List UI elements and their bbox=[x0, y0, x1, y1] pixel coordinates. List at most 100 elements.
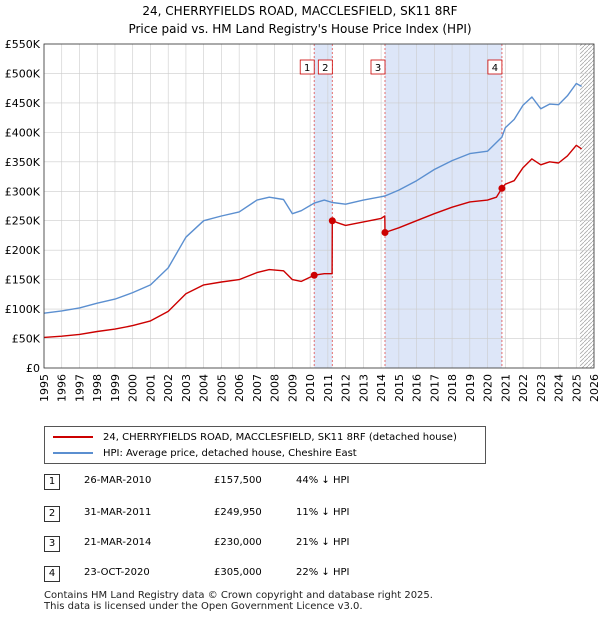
marker-box bbox=[299, 59, 315, 75]
marker-box-label: 1 bbox=[304, 63, 310, 74]
transaction-date: 31-MAR-2011 bbox=[84, 507, 152, 518]
y-tick-label: £150K bbox=[5, 274, 41, 287]
x-tick-label: 2008 bbox=[269, 374, 282, 402]
y-tick-label: £500K bbox=[5, 67, 41, 80]
x-tick-label: 2022 bbox=[517, 374, 530, 402]
transaction-price: £249,950 bbox=[214, 507, 262, 518]
shaded-region bbox=[385, 44, 502, 368]
x-tick-label: 1998 bbox=[91, 374, 104, 402]
legend-property-swatch bbox=[53, 436, 93, 438]
x-tick-label: 2011 bbox=[322, 374, 335, 402]
x-tick-label: 2010 bbox=[304, 374, 317, 402]
series-lines bbox=[43, 82, 582, 339]
x-tick-label: 2021 bbox=[499, 374, 512, 402]
transaction-number: 2 bbox=[44, 506, 60, 522]
forecast-hatch bbox=[579, 44, 594, 368]
legend-hpi-swatch bbox=[53, 452, 93, 454]
legend: 24, CHERRYFIELDS ROAD, MACCLESFIELD, SK1… bbox=[44, 426, 486, 464]
y-tick-label: £50K bbox=[12, 333, 41, 346]
transaction-date: 26-MAR-2010 bbox=[84, 475, 152, 486]
x-tick-label: 2012 bbox=[340, 374, 353, 402]
marker-box-label: 4 bbox=[492, 63, 498, 74]
transaction-number: 4 bbox=[44, 566, 60, 582]
title-line-1: 24, CHERRYFIELDS ROAD, MACCLESFIELD, SK1… bbox=[142, 4, 458, 18]
x-tick-label: 2015 bbox=[393, 374, 406, 402]
hpi-line bbox=[43, 82, 582, 314]
axes bbox=[43, 43, 595, 369]
footer-copyright: Contains HM Land Registry data © Crown c… bbox=[44, 590, 433, 601]
transaction-number: 1 bbox=[44, 474, 60, 490]
x-tick-label: 2016 bbox=[411, 374, 424, 402]
marker-box bbox=[487, 59, 503, 75]
x-tick-label: 2017 bbox=[428, 374, 441, 402]
y-tick-label: £100K bbox=[5, 303, 41, 316]
x-tick-label: 2007 bbox=[251, 374, 264, 402]
x-tick-label: 2005 bbox=[215, 374, 228, 402]
x-tick-label: 2024 bbox=[553, 374, 566, 402]
x-tick-label: 1995 bbox=[38, 374, 51, 402]
price-chart: £0 £50K £100K £150K £200K £250K £300K £350K £400… bbox=[5, 38, 600, 402]
sale-point bbox=[310, 271, 318, 279]
x-tick-label: 1997 bbox=[73, 374, 86, 402]
transaction-row: 4 23-OCT-2020 £305,000 22% ↓ HPI bbox=[44, 566, 444, 584]
plot-frame bbox=[43, 43, 595, 369]
sale-vlines bbox=[313, 44, 503, 368]
x-tick-label: 2003 bbox=[180, 374, 193, 402]
y-tick-label: £400K bbox=[5, 126, 41, 139]
x-tick-label: 2002 bbox=[162, 374, 175, 402]
legend-hpi: HPI: Average price, detached house, Ches… bbox=[53, 445, 357, 461]
sale-point bbox=[328, 217, 336, 225]
property-price-line bbox=[43, 144, 582, 339]
y-tick-label: £0 bbox=[26, 362, 40, 375]
transaction-row: 2 31-MAR-2011 £249,950 11% ↓ HPI bbox=[44, 506, 444, 524]
marker-box-label: 3 bbox=[375, 63, 381, 74]
x-tick-label: 2009 bbox=[286, 374, 299, 402]
shaded-region bbox=[314, 44, 333, 368]
x-tick-label: 2014 bbox=[375, 374, 388, 402]
marker-boxes: 1 2 3 4 bbox=[299, 59, 503, 75]
shaded-regions bbox=[314, 44, 594, 368]
x-tick-label: 2000 bbox=[127, 374, 140, 402]
tick-labels: £0 £50K £100K £150K £200K £250K £300K £350K £400… bbox=[5, 38, 600, 402]
transaction-hpi-diff: 11% ↓ HPI bbox=[296, 507, 350, 518]
x-tick-label: 2023 bbox=[535, 374, 548, 402]
x-tick-label: 1996 bbox=[56, 374, 69, 402]
transaction-number: 3 bbox=[44, 536, 60, 552]
marker-box bbox=[317, 59, 333, 75]
title-line-2: Price paid vs. HM Land Registry's House … bbox=[128, 22, 472, 36]
y-tick-label: £350K bbox=[5, 156, 41, 169]
sale-markers bbox=[310, 184, 506, 279]
transaction-price: £305,000 bbox=[214, 567, 262, 578]
chart-title: 24, CHERRYFIELDS ROAD, MACCLESFIELD, SK1… bbox=[0, 2, 600, 38]
x-tick-label: 2013 bbox=[357, 374, 370, 402]
footer-licence: This data is licensed under the Open Gov… bbox=[44, 601, 363, 612]
legend-property: 24, CHERRYFIELDS ROAD, MACCLESFIELD, SK1… bbox=[53, 429, 457, 445]
y-tick-label: £200K bbox=[5, 244, 41, 257]
marker-box bbox=[370, 59, 386, 75]
transaction-row: 1 26-MAR-2010 £157,500 44% ↓ HPI bbox=[44, 474, 444, 492]
transaction-row: 3 21-MAR-2014 £230,000 21% ↓ HPI bbox=[44, 536, 444, 554]
transaction-hpi-diff: 21% ↓ HPI bbox=[296, 537, 350, 548]
x-tick-label: 2004 bbox=[198, 374, 211, 402]
x-tick-label: 2025 bbox=[570, 374, 583, 402]
y-tick-label: £550K bbox=[5, 38, 41, 51]
sale-point bbox=[498, 184, 506, 192]
x-tick-label: 2020 bbox=[482, 374, 495, 402]
footer: Contains HM Land Registry data © Crown c… bbox=[44, 590, 433, 612]
x-tick-label: 2001 bbox=[144, 374, 157, 402]
transaction-date: 21-MAR-2014 bbox=[84, 537, 152, 548]
x-tick-label: 2006 bbox=[233, 374, 246, 402]
x-tick-label: 2026 bbox=[588, 374, 600, 402]
transaction-price: £230,000 bbox=[214, 537, 262, 548]
transaction-hpi-diff: 44% ↓ HPI bbox=[296, 475, 350, 486]
y-tick-label: £250K bbox=[5, 215, 41, 228]
transaction-price: £157,500 bbox=[214, 475, 262, 486]
x-tick-label: 1999 bbox=[109, 374, 122, 402]
y-tick-label: £450K bbox=[5, 97, 41, 110]
sale-point bbox=[381, 229, 389, 237]
legend-hpi-label: HPI: Average price, detached house, Ches… bbox=[103, 447, 357, 459]
x-tick-label: 2019 bbox=[464, 374, 477, 402]
transaction-hpi-diff: 22% ↓ HPI bbox=[296, 567, 350, 578]
y-tick-label: £300K bbox=[5, 185, 41, 198]
transaction-date: 23-OCT-2020 bbox=[84, 567, 150, 578]
